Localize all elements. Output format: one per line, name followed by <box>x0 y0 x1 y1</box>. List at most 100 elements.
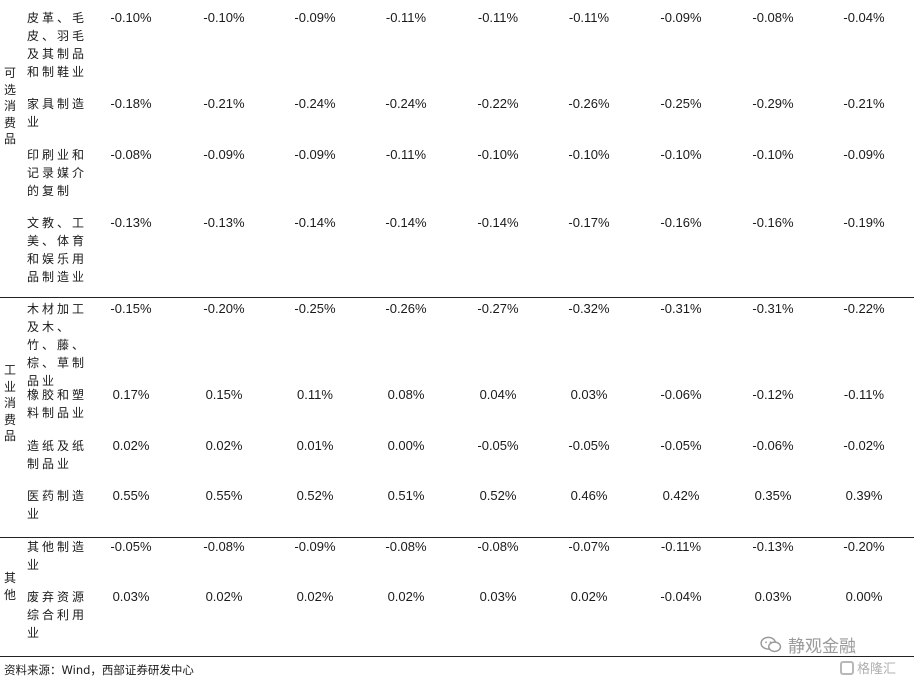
table-cell: -0.11% <box>660 539 702 554</box>
table-cell: 0.03% <box>570 387 608 402</box>
table-cell: -0.05% <box>477 438 519 453</box>
table-cell: -0.16% <box>660 215 702 230</box>
table-cell: -0.08% <box>385 539 427 554</box>
table-cell: 0.03% <box>754 589 792 604</box>
footer-divider <box>0 656 914 657</box>
table-cell: -0.04% <box>843 10 885 25</box>
table-cell: -0.09% <box>660 10 702 25</box>
table-cell: 0.15% <box>205 387 243 402</box>
table-cell: -0.10% <box>752 147 794 162</box>
table-cell: -0.21% <box>843 96 885 111</box>
table-cell: 0.02% <box>112 438 150 453</box>
table-cell: -0.17% <box>568 215 610 230</box>
table-cell: -0.13% <box>752 539 794 554</box>
table-cell: -0.19% <box>843 215 885 230</box>
row-label: 其他制造业 <box>27 540 88 572</box>
table-cell: -0.14% <box>385 215 427 230</box>
table-cell: -0.24% <box>385 96 427 111</box>
watermark-gelonghui: 格隆汇 <box>840 658 896 677</box>
table-cell: -0.11% <box>385 147 427 162</box>
row-label: 文教、工美、体育和娱乐用品制造业 <box>27 216 88 284</box>
table-cell: 0.39% <box>845 488 883 503</box>
group-divider-1 <box>0 297 914 298</box>
table-cell: -0.20% <box>203 301 245 316</box>
table-cell: 0.00% <box>845 589 883 604</box>
table-cell: 0.55% <box>112 488 150 503</box>
row-label: 皮革、毛皮、羽毛及其制品和制鞋业 <box>27 11 88 79</box>
table-cell: -0.25% <box>660 96 702 111</box>
table-cell: -0.05% <box>660 438 702 453</box>
table-cell: -0.07% <box>568 539 610 554</box>
table-cell: 0.52% <box>479 488 517 503</box>
table-cell: -0.12% <box>752 387 794 402</box>
table-cell: -0.02% <box>843 438 885 453</box>
row-label: 医药制造业 <box>27 489 88 521</box>
row-label: 造纸及纸制品业 <box>27 439 88 471</box>
table-cell: -0.26% <box>385 301 427 316</box>
table-cell: -0.26% <box>568 96 610 111</box>
table-cell: 0.08% <box>387 387 425 402</box>
table-cell: 0.02% <box>205 589 243 604</box>
table-cell: -0.10% <box>660 147 702 162</box>
source-note: 资料来源：Wind，西部证券研发中心 <box>4 663 194 677</box>
group-label-other: 其他 <box>3 571 16 602</box>
table-cell: -0.05% <box>110 539 152 554</box>
table-cell: -0.13% <box>110 215 152 230</box>
row-label: 橡胶和塑料制品业 <box>27 388 88 420</box>
table-cell: 0.51% <box>387 488 425 503</box>
table-cell: 0.11% <box>297 387 333 402</box>
table-cell: -0.11% <box>477 10 519 25</box>
table-cell: -0.04% <box>660 589 702 604</box>
table-cell: 0.00% <box>387 438 425 453</box>
table-cell: -0.09% <box>203 147 245 162</box>
table-cell: -0.22% <box>843 301 885 316</box>
table-cell: -0.08% <box>477 539 519 554</box>
table-cell: -0.31% <box>752 301 794 316</box>
table-cell: -0.10% <box>110 10 152 25</box>
group-label-discretionary: 可选消费品 <box>3 66 16 146</box>
row-label: 印刷业和记录媒介的复制 <box>27 148 88 198</box>
table-cell: -0.13% <box>203 215 245 230</box>
table-cell: -0.10% <box>477 147 519 162</box>
table-cell: 0.42% <box>662 488 700 503</box>
table-cell: 0.52% <box>296 488 334 503</box>
table-cell: -0.11% <box>385 10 427 25</box>
table-cell: -0.20% <box>843 539 885 554</box>
table-cell: -0.21% <box>203 96 245 111</box>
row-label: 废弃资源综合利用业 <box>27 590 88 640</box>
group-label-industrial: 工业消费品 <box>3 363 16 443</box>
gelonghui-logo-icon <box>840 660 854 675</box>
table-cell: 0.02% <box>570 589 608 604</box>
table-cell: -0.08% <box>203 539 245 554</box>
table-cell: 0.35% <box>754 488 792 503</box>
table-cell: -0.09% <box>843 147 885 162</box>
table-cell: 0.55% <box>205 488 243 503</box>
table-cell: -0.09% <box>294 147 336 162</box>
table-cell: -0.09% <box>294 10 336 25</box>
table-cell: 0.03% <box>479 589 517 604</box>
group-divider-2 <box>0 537 914 538</box>
table-cell: -0.31% <box>660 301 702 316</box>
table-cell: -0.06% <box>660 387 702 402</box>
table-cell: 0.01% <box>296 438 334 453</box>
table-cell: 0.03% <box>112 589 150 604</box>
table-cell: -0.16% <box>752 215 794 230</box>
row-label: 家具制造业 <box>27 97 88 129</box>
table-cell: -0.10% <box>568 147 610 162</box>
table-cell: 0.04% <box>479 387 517 402</box>
watermark-secondary-text: 格隆汇 <box>857 662 897 677</box>
table-cell: -0.06% <box>752 438 794 453</box>
table-cell: 0.02% <box>387 589 425 604</box>
table-cell: -0.32% <box>568 301 610 316</box>
table-cell: -0.11% <box>568 10 610 25</box>
table-cell: 0.02% <box>296 589 334 604</box>
table-cell: -0.14% <box>477 215 519 230</box>
table-cell: -0.09% <box>294 539 336 554</box>
table-cell: -0.15% <box>110 301 152 316</box>
table-cell: -0.10% <box>203 10 245 25</box>
table-cell: -0.18% <box>110 96 152 111</box>
wechat-icon <box>760 636 782 652</box>
table-cell: -0.25% <box>294 301 336 316</box>
table-cell: 0.17% <box>112 387 150 402</box>
table-cell: -0.14% <box>294 215 336 230</box>
